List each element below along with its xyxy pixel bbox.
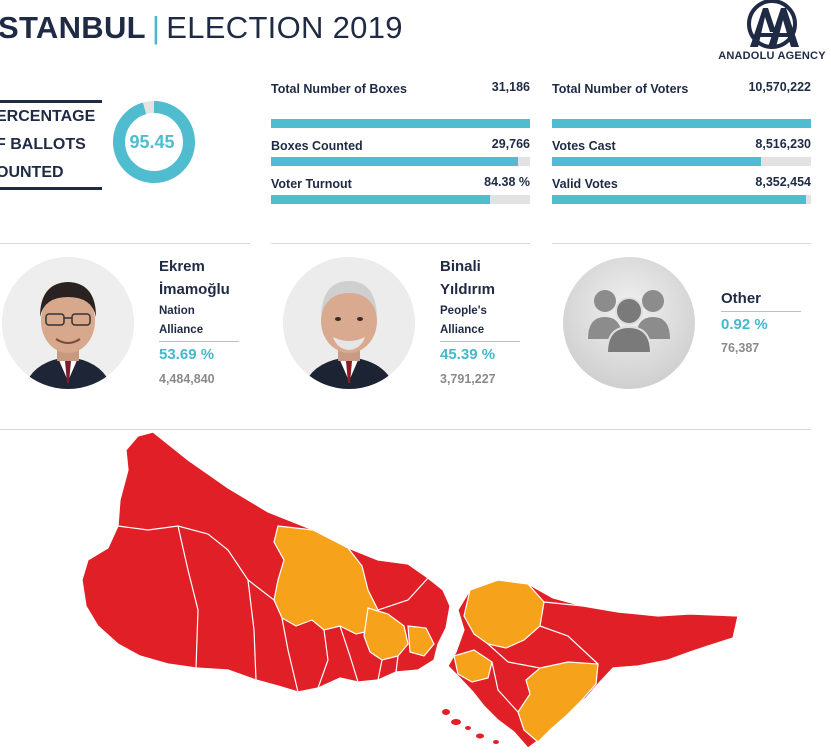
candidate-percent: 45.39 %	[440, 346, 496, 363]
candidate-separator	[159, 341, 239, 342]
stat-bar	[552, 157, 811, 166]
candidate-votes: 76,387	[721, 341, 760, 355]
stat-label: Boxes Counted	[271, 139, 363, 153]
stat-votes-cast: Votes Cast 8,516,230	[552, 137, 811, 167]
stat-label: Votes Cast	[552, 139, 616, 153]
stat-bar	[552, 119, 811, 128]
stat-value: 8,352,454	[755, 175, 811, 189]
donut-fill	[113, 101, 195, 183]
map-island	[493, 740, 499, 744]
title-separator: |	[151, 10, 161, 45]
candidate-alliance-line2: Alliance	[440, 324, 485, 336]
city-name: STANBUL	[0, 10, 146, 45]
stat-bar-fill	[271, 119, 530, 128]
candidate-photo-yildirim	[283, 257, 415, 389]
candidate-votes: 3,791,227	[440, 372, 496, 386]
stat-bar	[271, 157, 530, 166]
map-district-borders	[117, 525, 599, 713]
ballots-counted-label: ERCENTAGE F BALLOTS OUNTED	[0, 100, 102, 190]
candidate-name: Other	[721, 290, 762, 307]
candidate-photo-imamoglu	[2, 257, 134, 389]
map-island	[451, 719, 461, 725]
label-line-3: OUNTED	[0, 164, 64, 181]
stat-bar	[271, 195, 530, 204]
candidate-alliance-line1: Nation	[159, 305, 195, 317]
candidate-alliance-line2: Alliance	[159, 324, 204, 336]
map-island	[465, 726, 471, 730]
stat-bar-fill	[271, 157, 519, 166]
stat-boxes-counted: Boxes Counted 29,766	[271, 137, 530, 167]
other-group-avatar	[563, 257, 695, 389]
stat-label: Total Number of Voters	[552, 82, 689, 96]
page-title: STANBUL | ELECTION 2019	[0, 10, 403, 46]
agency-name: ANADOLU AGENCY	[718, 50, 826, 62]
counted-unit: %	[183, 146, 191, 156]
candidate-name-line2: İmamoğlu	[159, 281, 230, 298]
divider	[271, 243, 530, 244]
portrait-icon	[2, 257, 134, 389]
candidate-name-line1: Binali	[440, 258, 481, 275]
candidate-votes: 4,484,840	[159, 372, 215, 386]
stat-bar	[552, 195, 811, 204]
stat-value: 29,766	[491, 137, 530, 151]
candidate-name-line1: Ekrem	[159, 258, 205, 275]
stat-label: Valid Votes	[552, 177, 618, 191]
label-line-2: F BALLOTS	[0, 136, 86, 153]
istanbul-district-map	[81, 431, 739, 749]
map-island	[442, 709, 450, 715]
stat-bar	[271, 119, 530, 128]
map-district-peoples-alliance	[453, 649, 493, 683]
candidate-separator	[440, 341, 520, 342]
group-people-icon	[563, 257, 695, 389]
portrait-icon	[283, 257, 415, 389]
candidate-name-line2: Yıldırım	[440, 281, 496, 298]
stat-bar-fill	[552, 119, 811, 128]
counted-value: 95.45	[129, 132, 174, 152]
map-island	[476, 733, 484, 739]
stat-bar-fill	[271, 195, 490, 204]
stat-value: 84.38 %	[484, 175, 530, 189]
stat-total-voters: Total Number of Voters 10,570,222	[552, 80, 811, 130]
stat-valid-votes: Valid Votes 8,352,454	[552, 175, 811, 205]
divider	[0, 429, 811, 430]
stat-bar-fill	[552, 195, 807, 204]
aa-logo-mark	[747, 0, 799, 49]
stat-voter-turnout: Voter Turnout 84.38 %	[271, 175, 530, 205]
stat-label: Voter Turnout	[271, 177, 352, 191]
map-district-peoples-alliance	[463, 579, 545, 649]
stat-value: 8,516,230	[755, 137, 811, 151]
title-subtitle: ELECTION 2019	[166, 10, 403, 45]
stat-value: 31,186	[491, 80, 530, 94]
candidate-alliance-line1: People's	[440, 305, 487, 317]
stat-label: Total Number of Boxes	[271, 82, 407, 96]
candidate-percent: 0.92 %	[721, 316, 768, 333]
divider	[0, 243, 250, 244]
map-district-peoples-alliance	[273, 525, 379, 635]
candidate-separator	[721, 311, 801, 312]
divider	[552, 243, 811, 244]
label-line-1: ERCENTAGE	[0, 108, 96, 125]
ballots-counted-donut: 95.45 %	[113, 101, 195, 183]
map-district-peoples-alliance	[407, 625, 435, 657]
stat-bar-fill	[552, 157, 761, 166]
anadolu-agency-logo: ANADOLU AGENCY	[716, 0, 828, 68]
stat-value: 10,570,222	[748, 80, 811, 94]
stat-total-boxes: Total Number of Boxes 31,186	[271, 80, 530, 130]
candidate-percent: 53.69 %	[159, 346, 215, 363]
